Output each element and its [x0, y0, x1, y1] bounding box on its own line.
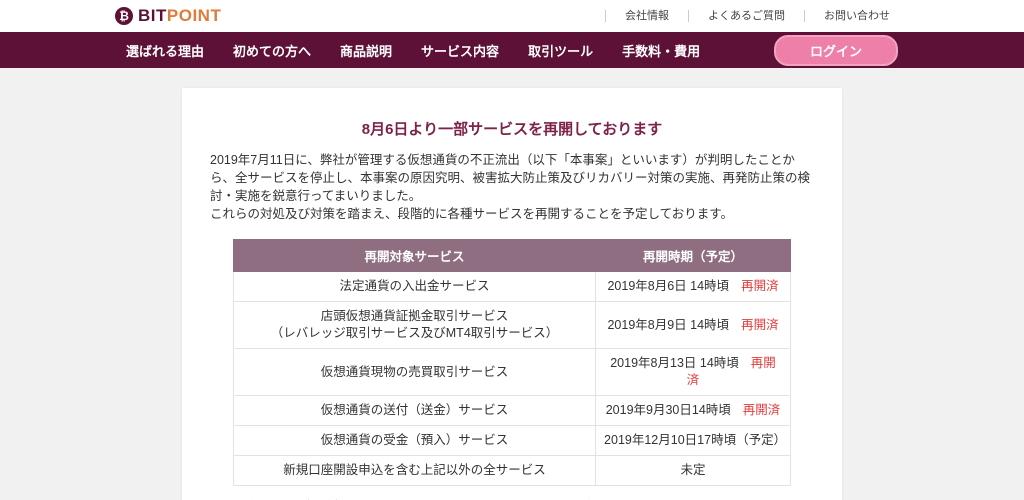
restart-time: 未定	[680, 463, 706, 477]
time-cell: 2019年9月30日14時頃 再開済	[595, 395, 791, 426]
nav-item-trading-tools[interactable]: 取引ツール	[528, 43, 594, 59]
service-cell: 仮想通貨現物の売買取引サービス	[232, 348, 597, 396]
intro-paragraph-1: 2019年7月11日に、弊社が管理する仮想通貨の不正流出（以下「本事案」といいま…	[210, 153, 811, 203]
nav-item-fees[interactable]: 手数料・費用	[622, 43, 701, 59]
time-cell: 2019年8月13日 14時頃 再開済	[595, 348, 791, 396]
service-name: 法定通貨の入出金サービス	[339, 279, 490, 293]
table-header-service: 再開対象サービス	[232, 239, 597, 272]
table-row: 新規口座開設申込を含む上記以外の全サービス 未定	[232, 455, 791, 486]
nav-item-beginners[interactable]: 初めての方へ	[233, 43, 312, 59]
utility-link-faq[interactable]: よくあるご質問	[688, 10, 804, 22]
status-badge: 再開済	[741, 317, 779, 332]
restart-time: 2019年8月9日 14時頃	[607, 317, 730, 332]
table-header-time: 再開時期（予定）	[595, 239, 791, 272]
restart-time: 2019年8月6日 14時頃	[607, 279, 730, 293]
restart-time: 2019年8月13日 14時頃	[610, 356, 739, 370]
utility-link-contact[interactable]: お問い合わせ	[804, 10, 909, 22]
status-badge: 再開済	[686, 356, 776, 387]
service-cell: 新規口座開設申込を含む上記以外の全サービス	[232, 455, 597, 486]
bitpoint-logo[interactable]: ₿ BITPOINT	[115, 6, 221, 26]
service-cell: 店頭仮想通貨証拠金取引サービス （レバレッジ取引サービス及びMT4取引サービス）	[232, 301, 597, 349]
utility-links: 会社情報 よくあるご質問 お問い合わせ	[605, 10, 909, 22]
time-cell: 2019年12月10日17時頃（予定）	[595, 425, 791, 456]
logo-text: BITPOINT	[138, 6, 221, 26]
service-name: 仮想通貨現物の売買取引サービス	[320, 364, 509, 379]
table-header-row: 再開対象サービス 再開時期（予定）	[232, 239, 791, 272]
notice-title: 8月6日より一部サービスを再開しております	[361, 121, 663, 138]
main-nav: 選ばれる理由 初めての方へ 商品説明 サービス内容 取引ツール 手数料・費用 ロ…	[0, 32, 1024, 68]
logo-text-point: POINT	[166, 6, 222, 25]
service-name: 店頭仮想通貨証拠金取引サービス	[320, 309, 509, 323]
utility-link-company-info[interactable]: 会社情報	[605, 10, 688, 22]
top-utility-bar: ₿ BITPOINT 会社情報 よくあるご質問 お問い合わせ	[0, 0, 1024, 32]
bitpoint-coin-icon: ₿	[115, 7, 133, 25]
service-name: 仮想通貨の受金（預入）サービス	[320, 433, 509, 447]
service-restart-table: 再開対象サービス 再開時期（予定） 法定通貨の入出金サービス 2019年8月6日…	[232, 239, 791, 486]
service-cell: 仮想通貨の受金（預入）サービス	[232, 425, 597, 456]
notice-intro: 2019年7月11日に、弊社が管理する仮想通貨の不正流出（以下「本事案」といいま…	[210, 151, 814, 223]
restart-time: 2019年9月30日14時頃	[605, 403, 731, 417]
notice-card: 8月6日より一部サービスを再開しております 2019年7月11日に、弊社が管理す…	[182, 88, 842, 500]
intro-paragraph-2: これらの対処及び対策を踏まえ、段階的に各種サービスを再開することを予定しておりま…	[210, 207, 734, 221]
table-row: 店頭仮想通貨証拠金取引サービス （レバレッジ取引サービス及びMT4取引サービス）…	[232, 301, 791, 349]
service-name-sub: （レバレッジ取引サービス及びMT4取引サービス）	[270, 326, 559, 340]
table-row: 法定通貨の入出金サービス 2019年8月6日 14時頃 再開済	[232, 271, 791, 302]
nav-item-services[interactable]: サービス内容	[421, 43, 500, 59]
nav-item-reasons[interactable]: 選ばれる理由	[126, 43, 205, 59]
time-cell: 未定	[595, 455, 791, 486]
main-nav-links: 選ばれる理由 初めての方へ 商品説明 サービス内容 取引ツール 手数料・費用	[126, 41, 700, 60]
status-badge: 再開済	[741, 279, 779, 293]
service-name: 仮想通貨の送付（送金）サービス	[320, 403, 509, 417]
page-body: 8月6日より一部サービスを再開しております 2019年7月11日に、弊社が管理す…	[0, 88, 1024, 500]
status-badge: 再開済	[742, 403, 781, 417]
service-cell: 法定通貨の入出金サービス	[232, 271, 597, 302]
table-row: 仮想通貨の送付（送金）サービス 2019年9月30日14時頃 再開済	[232, 395, 791, 426]
main-nav-inner: 選ばれる理由 初めての方へ 商品説明 サービス内容 取引ツール 手数料・費用 ロ…	[126, 32, 898, 68]
service-cell: 仮想通貨の送付（送金）サービス	[232, 395, 597, 426]
logo-text-bit: BIT	[138, 6, 167, 25]
table-row: 仮想通貨現物の売買取引サービス 2019年8月13日 14時頃 再開済	[232, 348, 791, 396]
login-button[interactable]: ログイン	[773, 34, 898, 66]
top-utility-bar-inner: ₿ BITPOINT 会社情報 よくあるご質問 お問い合わせ	[115, 0, 909, 32]
time-cell: 2019年8月6日 14時頃 再開済	[595, 271, 791, 302]
nav-item-products[interactable]: 商品説明	[340, 43, 393, 59]
restart-time: 2019年12月10日17時頃（予定）	[604, 433, 787, 447]
service-name: 新規口座開設申込を含む上記以外の全サービス	[283, 463, 546, 477]
time-cell: 2019年8月9日 14時頃 再開済	[595, 301, 791, 349]
table-row: 仮想通貨の受金（預入）サービス 2019年12月10日17時頃（予定）	[232, 425, 791, 456]
